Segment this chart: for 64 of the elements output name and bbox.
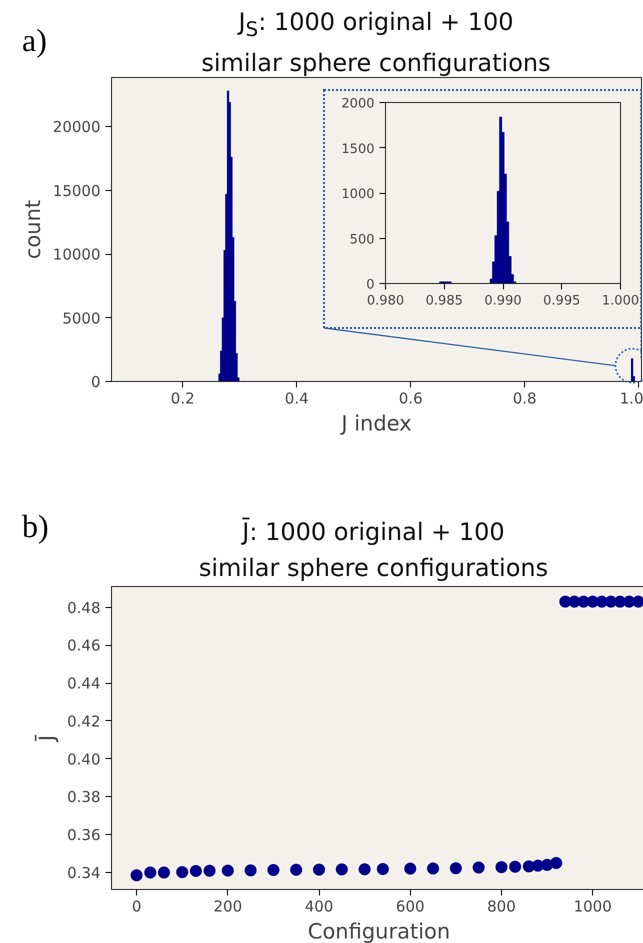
point — [450, 862, 462, 874]
x-tick-label: 0.995 — [543, 294, 580, 308]
x-tick-label: 0.2 — [170, 390, 195, 408]
point — [358, 863, 371, 876]
point — [204, 864, 216, 877]
x-tick-label: 0.985 — [426, 294, 463, 308]
point — [336, 863, 348, 876]
point — [290, 864, 302, 876]
y-tick-label: 0 — [90, 373, 101, 391]
point — [495, 861, 508, 874]
point — [472, 862, 485, 874]
point — [144, 866, 156, 878]
chart-title: J$_{S}$: 1000 original + 100 similar sphere configurations — [200, 7, 552, 79]
y-tick-label: 0.34 — [67, 864, 101, 882]
y-tick-label: 2000 — [341, 96, 375, 112]
x-tick-label: 1000 — [574, 898, 612, 916]
x-tick-label: 0.8 — [512, 390, 537, 408]
x-tick-label: 200 — [213, 898, 242, 916]
x-tick-label: 0.4 — [284, 390, 309, 408]
y-tick-label: 0.36 — [67, 826, 101, 844]
point — [550, 857, 562, 869]
x-tick-label: 800 — [487, 898, 516, 916]
chart-title: J̄: 1000 original + 100 similar sphere configurations — [198, 516, 550, 584]
y-tick-label: 0.44 — [67, 674, 101, 693]
y-tick-label: 1500 — [341, 142, 375, 157]
y-tick-label: 0 — [366, 278, 375, 292]
point — [244, 864, 257, 876]
point — [632, 596, 643, 608]
x-tick-label: 600 — [396, 898, 425, 916]
point — [130, 869, 143, 882]
y-tick-label: 5000 — [62, 309, 101, 328]
point — [509, 860, 522, 873]
y-tick-label: 500 — [350, 232, 375, 248]
text: b) — [22, 507, 49, 546]
point — [158, 866, 170, 878]
text: a) — [22, 21, 47, 60]
point — [427, 862, 440, 874]
y-tick-label: 1000 — [341, 187, 375, 202]
y-axis-title: J̄ — [34, 734, 60, 744]
x-axis-title: J index — [339, 412, 412, 436]
x-tick-label: 400 — [304, 898, 334, 916]
y-tick-label: 0.42 — [67, 712, 101, 730]
y-tick-label: 0.46 — [67, 636, 101, 655]
x-tick-label: 1.0 — [620, 390, 643, 408]
point — [222, 864, 234, 877]
y-tick-label: 0.48 — [67, 598, 101, 617]
x-tick-label: 0.980 — [366, 294, 404, 308]
x-tick-label: 1.000 — [602, 294, 640, 308]
point — [190, 864, 202, 877]
point — [267, 864, 280, 876]
y-tick-label: 10000 — [52, 246, 100, 264]
point — [176, 866, 188, 878]
point — [313, 864, 326, 876]
point — [376, 863, 389, 876]
x-tick-label: 0.6 — [398, 390, 423, 408]
y-tick-label: 0.40 — [67, 750, 101, 768]
x-axis-title: Configuration — [308, 920, 450, 943]
y-tick-label: 20000 — [52, 118, 100, 136]
y-tick-label: 15000 — [52, 182, 100, 200]
y-axis-title: count — [20, 200, 45, 260]
x-tick-label: 0.990 — [484, 294, 522, 308]
x-tick-label: 0 — [132, 898, 142, 916]
point — [404, 862, 416, 875]
y-tick-label: 0.38 — [67, 788, 101, 806]
